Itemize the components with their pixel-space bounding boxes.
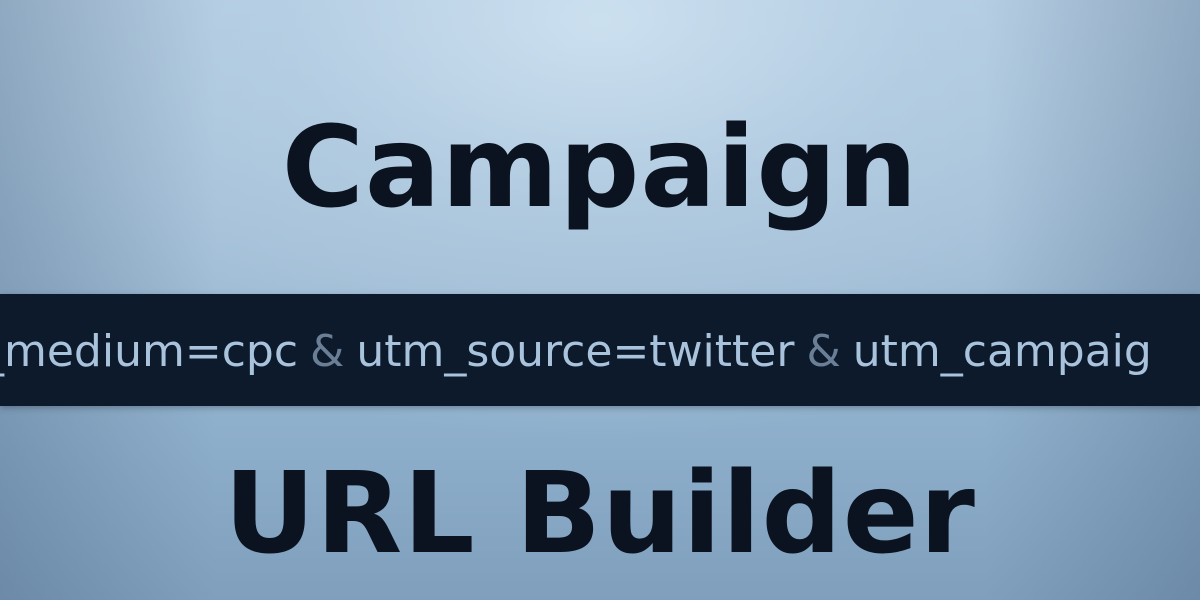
url-parameter-strip: _medium=cpc & utm_source=twitter & utm_campa… <box>0 294 1200 406</box>
title-campaign: Campaign <box>281 103 919 233</box>
utm-campaign-param: utm_campaig <box>852 326 1152 377</box>
ampersand-separator: & <box>310 326 345 377</box>
utm-source-param: utm_source=twitter <box>356 326 795 377</box>
title-url-builder: URL Builder <box>224 449 976 579</box>
url-parameter-text: _medium=cpc & utm_source=twitter & utm_campa… <box>0 294 1152 406</box>
ampersand-separator: & <box>806 326 841 377</box>
utm-medium-param: _medium=cpc <box>0 326 299 377</box>
